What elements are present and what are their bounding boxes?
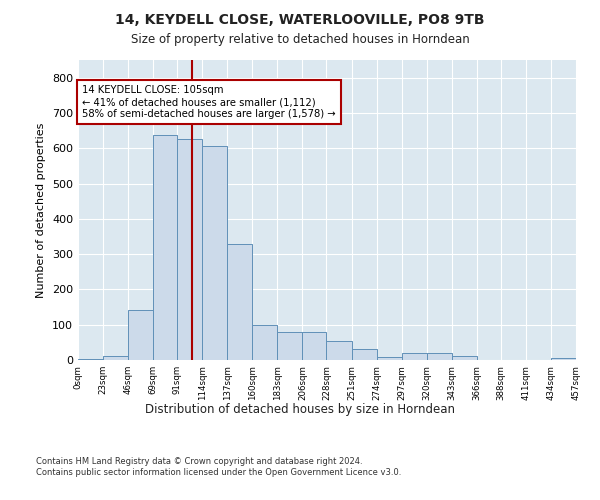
Bar [326, 340, 352, 360]
Text: Size of property relative to detached houses in Horndean: Size of property relative to detached ho… [131, 32, 469, 46]
Bar [202, 146, 227, 360]
Bar [401, 353, 427, 360]
Bar [103, 356, 128, 360]
Text: 14 KEYDELL CLOSE: 105sqm
← 41% of detached houses are smaller (1,112)
58% of sem: 14 KEYDELL CLOSE: 105sqm ← 41% of detach… [82, 86, 336, 118]
Text: 14, KEYDELL CLOSE, WATERLOOVILLE, PO8 9TB: 14, KEYDELL CLOSE, WATERLOOVILLE, PO8 9T… [115, 12, 485, 26]
Bar [227, 244, 253, 360]
Bar [153, 135, 177, 360]
Bar [177, 140, 202, 360]
Text: Contains HM Land Registry data © Crown copyright and database right 2024.
Contai: Contains HM Land Registry data © Crown c… [36, 458, 401, 477]
Y-axis label: Number of detached properties: Number of detached properties [37, 122, 46, 298]
Bar [377, 357, 401, 360]
Bar [277, 332, 302, 360]
Text: Distribution of detached houses by size in Horndean: Distribution of detached houses by size … [145, 402, 455, 415]
Bar [551, 358, 576, 360]
Bar [427, 353, 452, 360]
Bar [128, 310, 153, 360]
Bar [302, 332, 326, 360]
Bar [352, 350, 377, 360]
Bar [253, 324, 277, 360]
Bar [452, 356, 477, 360]
